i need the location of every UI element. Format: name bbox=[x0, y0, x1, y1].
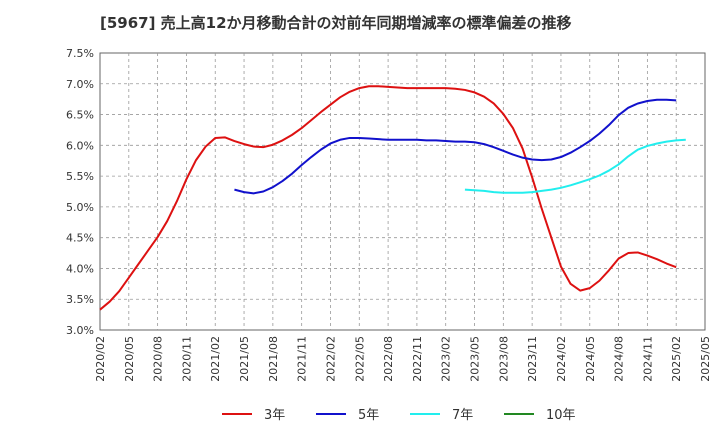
x-tick-label: 2023/08 bbox=[497, 336, 510, 382]
x-tick-label: 2020/05 bbox=[123, 336, 136, 382]
chart-title: [5967] 売上高12か月移動合計の対前年同期増減率の標準偏差の推移 bbox=[100, 14, 572, 32]
series-line-3年 bbox=[99, 85, 677, 311]
series-line-5年 bbox=[234, 98, 677, 195]
x-axis: 2020/02 2020/05 2020/08 2020/11 2021/02 2021/… bbox=[94, 336, 712, 382]
y-tick-label: 7.0% bbox=[66, 78, 94, 91]
x-tick-label: 2024/11 bbox=[641, 336, 654, 382]
legend-label: 10年 bbox=[546, 408, 576, 423]
legend: 3年 5年 7年 10年 bbox=[222, 408, 576, 423]
y-tick-label: 5.0% bbox=[66, 201, 94, 214]
series-line-7年 bbox=[464, 138, 686, 194]
x-tick-label: 2022/05 bbox=[353, 336, 366, 382]
x-tick-label: 2025/05 bbox=[699, 336, 712, 382]
x-tick-label: 2024/08 bbox=[613, 336, 626, 382]
y-tick-label: 6.0% bbox=[66, 139, 94, 152]
y-tick-label: 5.5% bbox=[66, 170, 94, 183]
legend-label: 3年 bbox=[264, 408, 285, 423]
series-layer bbox=[99, 85, 686, 311]
y-axis: 3.0% 3.5% 4.0% 4.5% 5.0% 5.5% 6.0% 6.5% 7.0% 7.5% bbox=[66, 47, 94, 337]
y-tick-label: 4.5% bbox=[66, 232, 94, 245]
x-tick-label: 2021/08 bbox=[267, 336, 280, 382]
legend-label: 7年 bbox=[452, 408, 473, 423]
x-tick-label: 2022/11 bbox=[411, 336, 424, 382]
y-tick-label: 3.5% bbox=[66, 293, 94, 306]
y-tick-label: 3.0% bbox=[66, 324, 94, 337]
x-tick-label: 2021/02 bbox=[209, 336, 222, 382]
x-tick-label: 2024/02 bbox=[555, 336, 568, 382]
y-tick-label: 6.5% bbox=[66, 109, 94, 122]
x-tick-label: 2025/02 bbox=[670, 336, 683, 382]
x-tick-label: 2023/05 bbox=[469, 336, 482, 382]
x-tick-label: 2024/05 bbox=[584, 336, 597, 382]
x-tick-label: 2021/05 bbox=[238, 336, 251, 382]
x-tick-label: 2023/02 bbox=[440, 336, 453, 382]
x-tick-label: 2023/11 bbox=[526, 336, 539, 382]
x-tick-label: 2020/08 bbox=[152, 336, 165, 382]
x-tick-label: 2020/11 bbox=[180, 336, 193, 382]
x-tick-label: 2021/11 bbox=[296, 336, 309, 382]
x-tick-label: 2022/08 bbox=[382, 336, 395, 382]
y-tick-label: 4.0% bbox=[66, 262, 94, 275]
y-tick-label: 7.5% bbox=[66, 47, 94, 60]
x-tick-label: 2020/02 bbox=[94, 336, 107, 382]
plot-area bbox=[99, 52, 706, 331]
grid-layer bbox=[100, 53, 705, 330]
legend-label: 5年 bbox=[358, 408, 379, 423]
x-tick-label: 2022/02 bbox=[324, 336, 337, 382]
